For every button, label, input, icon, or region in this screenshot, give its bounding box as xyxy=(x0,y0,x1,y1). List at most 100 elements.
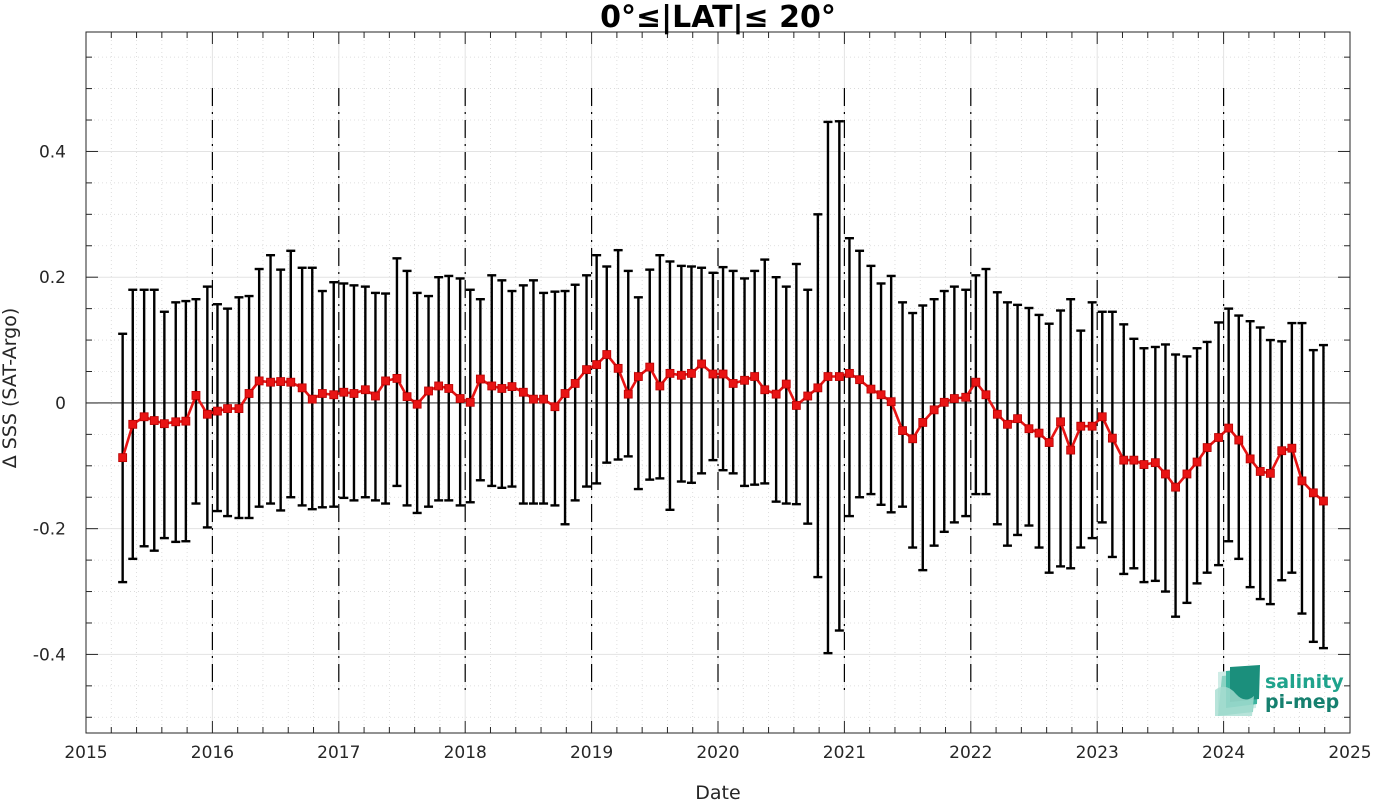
x-axis-label: Date xyxy=(695,782,740,801)
data-point xyxy=(550,402,560,412)
x-tick-label: 2016 xyxy=(191,743,234,763)
data-point xyxy=(750,372,760,381)
errorbar xyxy=(1297,321,1307,615)
data-point xyxy=(191,390,201,400)
data-point xyxy=(159,419,169,429)
data-point xyxy=(1066,445,1076,455)
data-point xyxy=(1129,455,1139,465)
errorbar xyxy=(908,311,918,549)
error-bars xyxy=(118,120,1328,655)
errorbar xyxy=(886,274,896,514)
data-point xyxy=(823,372,833,381)
errorbar xyxy=(1129,337,1139,570)
errorbar xyxy=(602,265,612,464)
errorbar xyxy=(1182,355,1192,605)
errorbar xyxy=(392,257,402,488)
errorbar xyxy=(791,262,801,506)
errorbar xyxy=(465,288,475,504)
errorbar xyxy=(276,268,286,512)
x-tick-label: 2024 xyxy=(1202,743,1245,763)
errorbar xyxy=(866,264,876,496)
data-point xyxy=(908,434,918,444)
data-point xyxy=(1119,455,1129,465)
errorbar xyxy=(918,304,928,572)
errorbar xyxy=(381,292,391,505)
data-point xyxy=(1214,433,1223,442)
data-point xyxy=(1319,496,1328,506)
errorbar xyxy=(550,290,560,507)
logo-waves-icon xyxy=(1215,665,1260,716)
data-point xyxy=(645,362,655,372)
errorbar xyxy=(949,285,959,524)
x-tick-label: 2025 xyxy=(1328,743,1371,763)
errorbar xyxy=(191,297,201,505)
data-point xyxy=(171,417,181,427)
errorbar xyxy=(286,249,296,499)
data-point xyxy=(244,389,254,398)
data-point xyxy=(487,381,497,391)
errorbar xyxy=(1024,306,1034,527)
errorbar xyxy=(898,301,908,508)
errorbar xyxy=(560,289,570,526)
data-point xyxy=(886,397,896,407)
data-point xyxy=(149,416,159,425)
errorbar xyxy=(475,297,485,482)
errorbar xyxy=(633,296,643,491)
data-point xyxy=(234,404,244,413)
errorbar xyxy=(1044,322,1054,574)
errorbar xyxy=(1160,343,1170,593)
data-point xyxy=(475,374,485,384)
data-point xyxy=(760,385,770,395)
data-point xyxy=(128,419,138,429)
data-point xyxy=(898,426,907,435)
errorbar xyxy=(528,279,538,505)
errorbar xyxy=(455,277,465,507)
data-point xyxy=(1224,423,1234,433)
data-point xyxy=(697,359,706,369)
data-point xyxy=(223,404,232,413)
data-point xyxy=(1182,469,1192,479)
data-point xyxy=(329,390,339,400)
x-tick-label: 2015 xyxy=(64,743,107,763)
data-point xyxy=(497,384,507,393)
data-point xyxy=(1034,428,1044,438)
data-point xyxy=(434,381,444,391)
data-point xyxy=(855,375,864,385)
x-tick-label: 2022 xyxy=(949,743,992,763)
data-point xyxy=(728,379,738,388)
data-point xyxy=(118,453,128,463)
errorbar xyxy=(317,289,327,509)
errorbar xyxy=(424,294,434,508)
data-point xyxy=(286,377,296,387)
data-point xyxy=(539,394,548,404)
errorbar xyxy=(1076,329,1086,549)
data-point xyxy=(708,369,718,379)
data-point xyxy=(676,370,686,380)
data-point xyxy=(803,391,813,401)
errorbar xyxy=(402,269,412,507)
data-point xyxy=(740,375,749,385)
errorbar xyxy=(760,258,770,485)
data-point xyxy=(1107,433,1117,443)
data-point xyxy=(1003,419,1012,429)
data-point xyxy=(297,383,307,393)
errorbar xyxy=(803,288,813,525)
errorbar xyxy=(992,291,1002,526)
data-point xyxy=(307,394,317,404)
data-point xyxy=(202,409,212,419)
errorbar xyxy=(939,289,949,534)
data-point xyxy=(771,389,781,399)
errorbar xyxy=(1087,301,1097,540)
y-axis-label: Δ SSS (SAT-Argo) xyxy=(0,308,21,468)
chart-title: 0°≤|LAT|≤ 20° xyxy=(600,0,836,35)
data-point xyxy=(791,401,801,410)
data-point xyxy=(1245,454,1255,464)
errorbar xyxy=(1119,323,1129,576)
data-point xyxy=(1277,446,1287,456)
axis-ticks xyxy=(85,32,1351,733)
data-point xyxy=(961,392,971,402)
data-point xyxy=(402,392,412,402)
data-point xyxy=(592,360,602,369)
errorbar xyxy=(1066,297,1076,570)
data-point xyxy=(1024,424,1034,434)
